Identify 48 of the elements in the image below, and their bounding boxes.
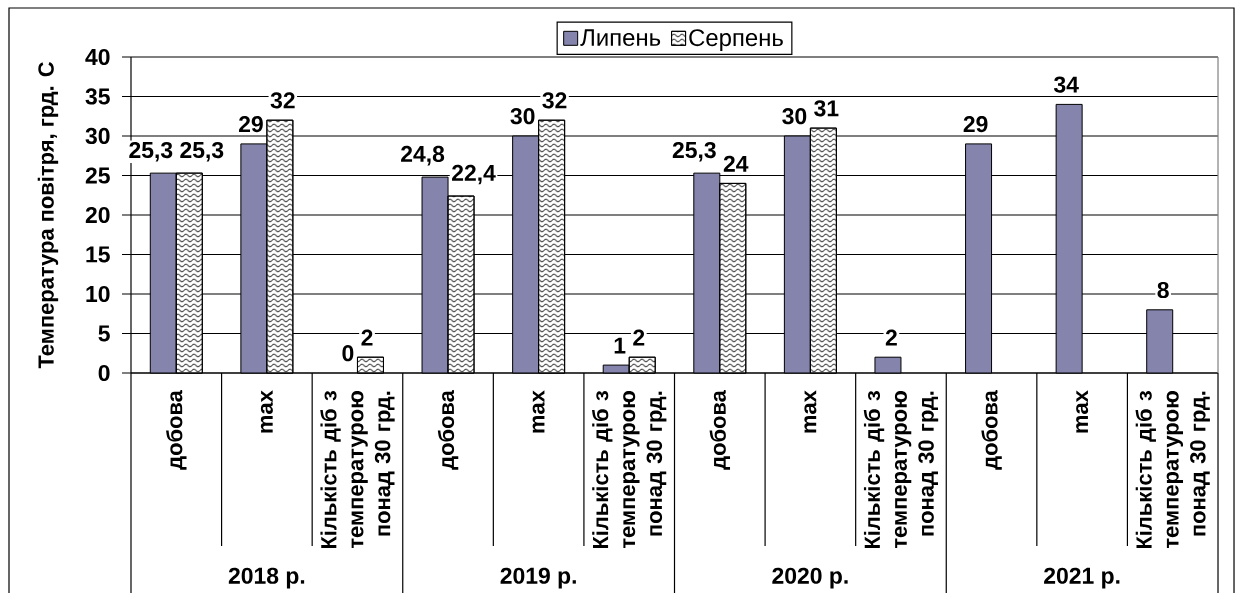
data-label: 30 — [782, 108, 807, 125]
legend-label: Липень — [580, 29, 661, 47]
data-label: 1 — [614, 337, 626, 354]
data-label: 29 — [963, 115, 988, 133]
data-label: 34 — [1053, 76, 1079, 93]
y-tick-label: 25 — [85, 167, 110, 184]
y-axis-title: Температура повітря, грд. С — [37, 61, 59, 369]
data-label: 25,3 — [180, 141, 224, 162]
legend-label: Серпень — [689, 29, 783, 51]
data-label: 25,3 — [672, 141, 716, 162]
x-tick-label: max — [532, 390, 545, 433]
y-tick-label: 15 — [86, 246, 110, 263]
y-tick-label: 35 — [85, 88, 110, 105]
data-label: 30 — [510, 108, 535, 125]
y-tick-label: 40 — [85, 48, 110, 66]
data-label: 32 — [542, 92, 567, 109]
x-tick-label: добова — [709, 390, 731, 470]
x-tick-label: Кількість діб з температурою понад 30 грд. — [320, 390, 395, 549]
data-label: 2 — [885, 329, 897, 346]
x-tick-label: добова — [981, 390, 1002, 470]
data-label: 32 — [270, 92, 295, 109]
y-tick-label: 20 — [85, 206, 110, 224]
data-label: 22,4 — [452, 164, 496, 185]
x-tick-label: max — [260, 390, 273, 433]
text: 2021 р. — [1044, 567, 1120, 589]
x-tick-label: добова — [166, 390, 187, 470]
data-label: 31 — [814, 100, 839, 117]
text: 2020 р. — [772, 567, 848, 589]
x-tick-label: Кількість діб з температурою понад 30 грд. — [1135, 390, 1210, 549]
data-label: 2 — [633, 329, 645, 346]
text: 2019 р. — [500, 567, 576, 589]
y-tick-label: 10 — [86, 285, 110, 303]
data-label: 29 — [238, 115, 263, 133]
text: 2018 р. — [228, 567, 305, 589]
data-label: 8 — [1157, 281, 1169, 299]
data-label: 0 — [342, 345, 354, 362]
x-tick-label: max — [1076, 390, 1089, 433]
x-tick-label: Кількість діб з температурою понад 30 грд. — [863, 390, 939, 549]
data-label: 24 — [723, 155, 749, 172]
x-tick-label: Кількість діб з температурою понад 30 грд. — [592, 390, 667, 549]
y-tick-label: 30 — [85, 127, 110, 145]
x-tick-label: max — [804, 390, 817, 433]
x-tick-label: добова — [437, 390, 459, 470]
y-tick-label: 5 — [98, 325, 110, 342]
y-tick-label: 0 — [98, 364, 110, 382]
data-label: 2 — [361, 329, 373, 346]
data-label: 25,3 — [129, 141, 173, 162]
data-label: 24,8 — [401, 145, 445, 166]
